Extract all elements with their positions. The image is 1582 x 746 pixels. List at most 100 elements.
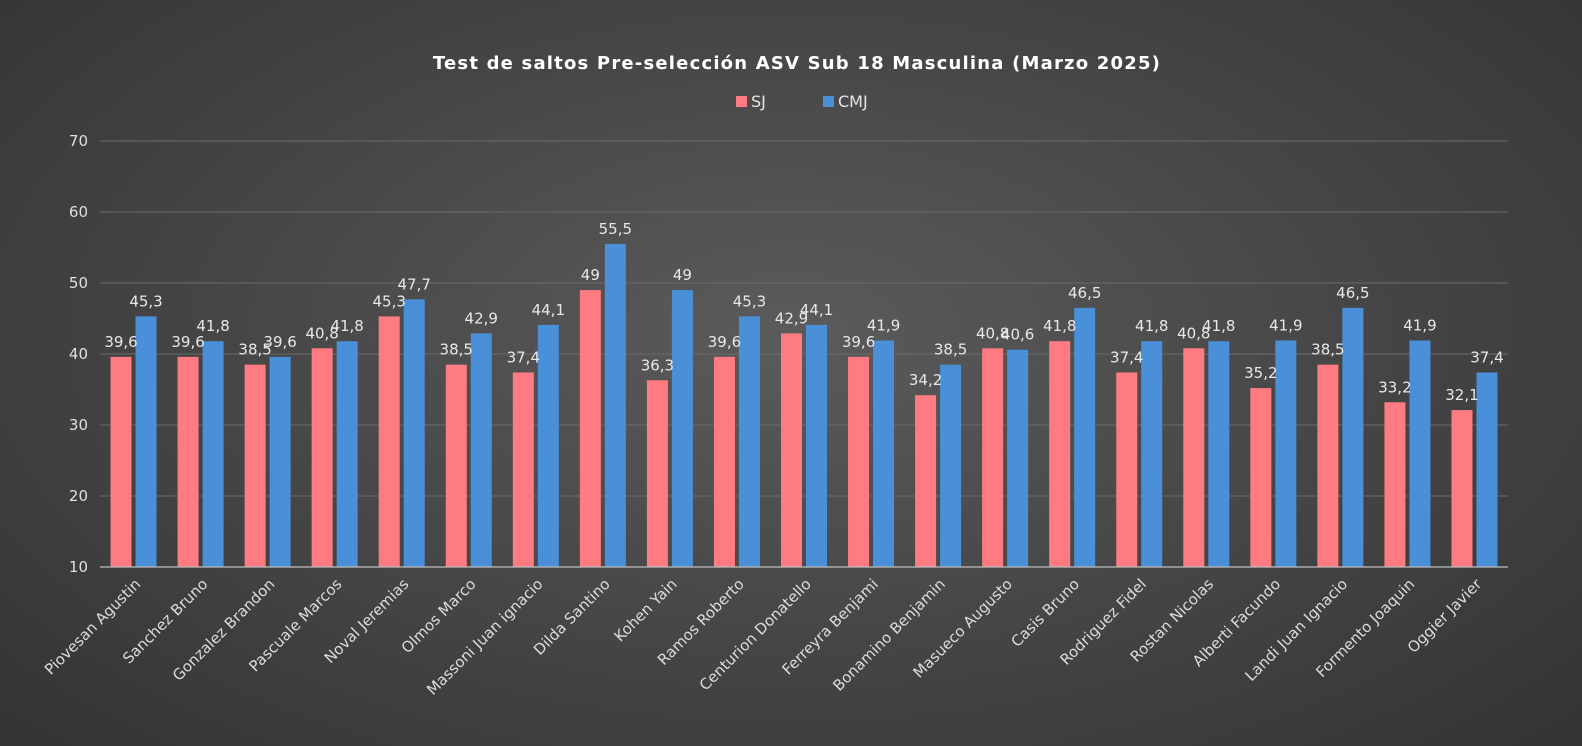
data-label-cmj: 49 [673, 266, 692, 284]
bar-cmj [1476, 372, 1498, 567]
data-label-sj: 42,9 [775, 309, 808, 327]
legend-label-sj: SJ [751, 92, 766, 111]
data-label-sj: 35,2 [1244, 364, 1277, 382]
bar-sj [982, 348, 1004, 567]
bar-sj [1116, 372, 1138, 567]
bar-sj [1384, 402, 1406, 567]
y-tick-label: 50 [69, 274, 88, 292]
bar-cmj [604, 243, 626, 567]
bars [110, 243, 1498, 567]
bar-sj [915, 395, 937, 567]
data-label-cmj: 45,3 [733, 292, 766, 310]
bar-sj [1183, 348, 1205, 567]
data-label-sj: 40,8 [1177, 324, 1210, 342]
data-label-cmj: 40,6 [1001, 326, 1034, 344]
data-label-sj: 40,8 [976, 324, 1009, 342]
legend-swatch-sj [736, 96, 747, 107]
data-label-sj: 36,3 [641, 356, 674, 374]
data-label-sj: 39,6 [104, 333, 137, 351]
bar-cmj [738, 316, 760, 567]
data-label-cmj: 41,9 [1269, 317, 1302, 335]
y-axis-ticks: 10 20 30 40 50 60 70 [69, 132, 88, 576]
bar-cmj [336, 341, 358, 567]
bar-cmj [1275, 340, 1297, 567]
bar-sj [512, 372, 534, 567]
category-label: Massoni Juan ignacio [423, 575, 547, 699]
data-label-cmj: 42,9 [465, 309, 498, 327]
data-label-sj: 38,5 [238, 341, 271, 359]
data-label-cmj: 38,5 [934, 341, 967, 359]
y-tick-label: 30 [69, 416, 88, 434]
bar-sj [781, 333, 802, 567]
bar-sj [110, 356, 132, 567]
y-tick-label: 70 [69, 132, 88, 150]
category-label: Centurion Donatello [696, 575, 815, 694]
data-label-cmj: 55,5 [599, 220, 632, 238]
bar-sj [1049, 341, 1071, 567]
bar-cmj [1007, 349, 1029, 567]
data-label-sj: 33,2 [1378, 378, 1411, 396]
bar-sj [1451, 410, 1473, 567]
bar-cmj [537, 324, 559, 567]
data-label-cmj: 41,8 [196, 317, 229, 335]
data-label-sj: 38,5 [1311, 341, 1344, 359]
data-label-cmj: 44,1 [532, 301, 565, 319]
data-label-sj: 49 [581, 266, 600, 284]
bar-cmj [202, 341, 224, 567]
data-label-sj: 40,8 [305, 324, 338, 342]
bar-sj [177, 356, 199, 567]
data-label-cmj: 44,1 [800, 301, 833, 319]
bar-cmj [1208, 341, 1230, 567]
y-tick-label: 20 [69, 487, 88, 505]
y-tick-label: 10 [69, 558, 88, 576]
bar-sj [1250, 388, 1272, 567]
bar-cmj [269, 356, 291, 567]
bar-cmj [806, 324, 827, 567]
bar-sj [646, 380, 668, 567]
bar-sj [311, 348, 333, 567]
bar-cmj [671, 290, 693, 567]
category-label: Bonamino Benjamin [829, 575, 949, 695]
y-tick-label: 60 [69, 203, 88, 221]
bar-cmj [135, 316, 157, 567]
data-labels: 39,645,339,641,838,539,6 40,841,845,347,7… [104, 220, 1503, 404]
bar-cmj [1409, 340, 1431, 567]
bar-sj [579, 290, 601, 567]
bar-cmj [403, 299, 425, 567]
bar-cmj [1141, 341, 1163, 567]
data-label-cmj: 46,5 [1336, 284, 1369, 302]
bar-cmj [1342, 307, 1364, 567]
data-label-cmj: 41,8 [1135, 317, 1168, 335]
bar-cmj [940, 364, 962, 567]
legend-label-cmj: CMJ [838, 92, 868, 111]
data-label-sj: 32,1 [1445, 386, 1478, 404]
data-label-cmj: 45,3 [129, 292, 162, 310]
data-label-sj: 39,6 [842, 333, 875, 351]
bar-sj [848, 356, 870, 567]
data-label-sj: 38,5 [440, 341, 473, 359]
bar-cmj [873, 340, 895, 567]
bar-sj [244, 364, 266, 567]
data-label-sj: 41,8 [1043, 317, 1076, 335]
data-label-cmj: 41,8 [1202, 317, 1235, 335]
data-label-sj: 37,4 [507, 348, 540, 366]
y-tick-label: 40 [69, 345, 88, 363]
data-label-cmj: 41,8 [330, 317, 363, 335]
bar-sj [378, 316, 400, 567]
bar-cmj [470, 333, 492, 567]
gridlines [100, 140, 1508, 497]
data-label-cmj: 37,4 [1470, 348, 1503, 366]
bar-sj [1317, 364, 1339, 567]
chart-title: Test de saltos Pre-selección ASV Sub 18 … [433, 53, 1161, 74]
data-label-cmj: 39,6 [263, 333, 296, 351]
bar-sj [445, 364, 467, 567]
data-label-cmj: 41,9 [1403, 317, 1436, 335]
bar-cmj [1074, 307, 1096, 567]
bar-sj [713, 356, 735, 567]
data-label-cmj: 47,7 [398, 275, 431, 293]
data-label-sj: 39,6 [708, 333, 741, 351]
legend-swatch-cmj [823, 96, 834, 107]
data-label-sj: 45,3 [373, 292, 406, 310]
